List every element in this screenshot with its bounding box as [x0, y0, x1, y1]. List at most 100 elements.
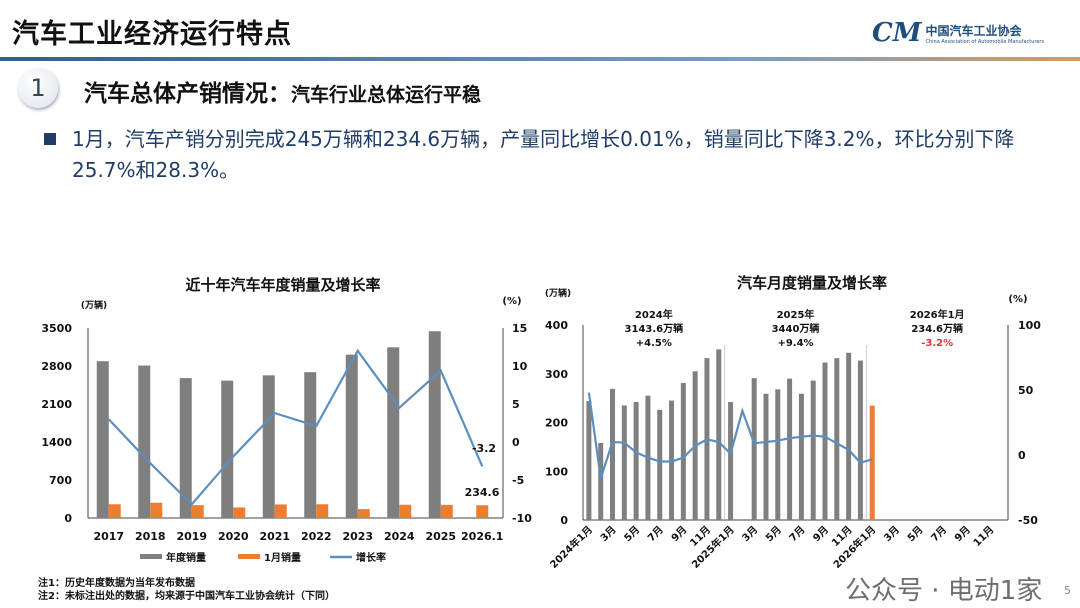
chart2-y2tick: 100 [1018, 319, 1041, 332]
chart2-ylabel: (万辆) [545, 287, 571, 299]
chart1-annual-bar [428, 331, 441, 518]
logo-mark: CM [872, 18, 922, 48]
chart1-title: 近十年汽车年度销量及增长率 [185, 276, 380, 294]
chart1-xtick: 2025 [425, 530, 456, 543]
chart2-xtick: 7月 [645, 524, 665, 544]
chart1-y2tick: -5 [512, 474, 524, 487]
chart2-month-bar [728, 402, 734, 520]
chart1-jan-bar [233, 507, 246, 518]
legend-swatch [238, 554, 260, 559]
chart2-month-bar [834, 358, 840, 520]
chart2-y2tick: 0 [1018, 449, 1026, 462]
bullet-text: 1月，汽车产销分别完成245万辆和234.6万辆，产量同比增长0.01%，销量同… [44, 124, 1044, 186]
annotation-total: 234.6万辆 [911, 322, 963, 335]
chart1-xtick: 2020 [218, 530, 249, 543]
chart1-xtick: 2018 [135, 530, 166, 543]
note-1: 注1：历史年度数据为当年发布数据 [38, 578, 195, 589]
chart1-annual-bar [221, 380, 234, 518]
chart1-annual-bar [262, 375, 275, 518]
section-title: 汽车总体产销情况：汽车行业总体运行平稳 [84, 74, 481, 108]
chart1-jan-bar [357, 509, 370, 518]
chart1-growth-label: -3.2 [472, 442, 496, 455]
chart1-ytick: 2800 [41, 360, 72, 373]
page-number: 5 [1064, 584, 1071, 597]
chart2-ytick: 200 [545, 417, 568, 430]
chart2-month-bar [869, 405, 875, 520]
chart2-y2tick: -50 [1018, 514, 1038, 527]
chart2-xtick: 5月 [905, 524, 925, 544]
chart1-ytick: 1400 [41, 436, 72, 449]
chart2-month-bar [798, 393, 804, 520]
caam-logo: CM 中国汽车工业协会 China Association of Automobi… [872, 18, 1044, 48]
chart2-xtick: 2024年1月 [547, 523, 595, 571]
chart1-y2label: (%) [502, 296, 521, 307]
chart1-jan-bar [399, 504, 412, 518]
chart2-y2label: (%) [1008, 294, 1027, 305]
legend-label: 年度销量 [166, 551, 206, 564]
chart2-ytick: 0 [560, 514, 568, 527]
chart2-ytick: 300 [545, 368, 568, 381]
chart1-ylabel: (万辆) [81, 299, 107, 311]
chart2-month-bar [669, 400, 675, 520]
chart2-month-bar [763, 393, 769, 520]
chart1-xtick: 2019 [176, 530, 207, 543]
chart1-jan-bar [108, 504, 121, 518]
annotation-growth: +9.4% [777, 338, 813, 349]
chart2-xtick: 7月 [929, 524, 949, 544]
chart1-jan-bar [191, 505, 204, 518]
chart2-month-bar [633, 402, 639, 520]
chart1-annual-bar [138, 365, 151, 518]
chart2-xtick: 3月 [881, 524, 901, 544]
chart2-month-bar [846, 352, 852, 520]
chart1-xtick: 2022 [301, 530, 332, 543]
chart2-month-bar [586, 401, 592, 520]
annotation-year: 2026年1月 [910, 308, 965, 321]
chart1-annual-bar [345, 354, 358, 518]
chart2-xtick: 9月 [811, 524, 831, 544]
chart1-jan-bar [150, 502, 163, 518]
chart1-jan-label: 234.6 [465, 486, 500, 499]
chart2-xtick: 9月 [669, 524, 689, 544]
chart1-annual-bar [387, 347, 400, 518]
chart2-y2tick: 50 [1018, 384, 1034, 397]
footnotes: 注1：历史年度数据为当年发布数据注2：未标注出处的数据，均来源于中国汽车工业协会… [38, 577, 335, 603]
bullet-square-icon [44, 133, 56, 145]
chart2-ytick: 100 [545, 465, 568, 478]
chart1-growth-line [107, 348, 484, 506]
chart1-jan-bar [440, 504, 453, 518]
chart1-ytick: 0 [64, 512, 72, 525]
chart1-xtick: 2021 [259, 530, 290, 543]
chart1-jan-bar [316, 504, 329, 518]
chart1-ytick: 3500 [41, 322, 72, 335]
chart2-title: 汽车月度销量及增长率 [737, 274, 887, 292]
chart2-month-bar [822, 362, 828, 520]
chart2-ytick: 400 [545, 319, 568, 332]
chart2-growth-line [587, 392, 873, 479]
watermark: 公众号 · 电动1家 [845, 576, 1043, 606]
chart1-y2tick: 15 [512, 322, 527, 335]
chart1-y2tick: -10 [512, 512, 532, 525]
section-title-main: 汽车总体产销情况： [84, 81, 291, 107]
chart1-jan-bar [476, 505, 489, 518]
chart2-month-bar [657, 409, 663, 520]
legend-label: 增长率 [356, 551, 386, 564]
chart2-xtick: 3月 [598, 524, 618, 544]
chart1-ytick: 2100 [41, 398, 72, 411]
chart2-month-bar [610, 388, 616, 520]
chart1-y2tick: 5 [512, 398, 520, 411]
chart2-xtick: 11月 [971, 524, 996, 549]
legend-swatch [140, 554, 162, 559]
note-2: 注2：未标注出处的数据，均来源于中国汽车工业协会统计（下同） [38, 591, 335, 602]
chart2-month-bar [857, 360, 863, 520]
chart1-ytick: 700 [49, 474, 72, 487]
legend-label: 1月销量 [264, 551, 301, 564]
chart2-xtick: 5月 [622, 524, 642, 544]
chart1-y2tick: 10 [512, 360, 528, 373]
chart2-month-bar [810, 380, 816, 520]
chart2-month-bar [751, 378, 757, 520]
chart2-xtick: 3月 [740, 524, 760, 544]
logo-cn: 中国汽车工业协会 [925, 23, 1022, 38]
header-divider [0, 57, 1080, 61]
chart2-month-bar [680, 383, 686, 520]
annotation-total: 3143.6万辆 [625, 322, 684, 335]
